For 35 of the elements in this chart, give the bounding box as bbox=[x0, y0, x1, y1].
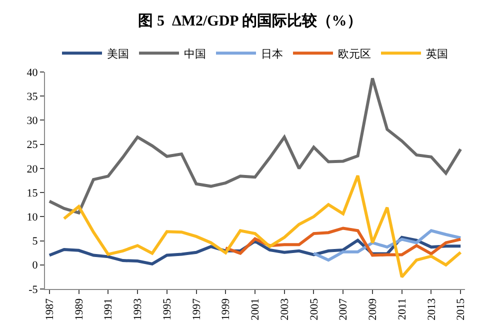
y-tick-label: 15 bbox=[26, 187, 38, 200]
line-series bbox=[312, 229, 462, 262]
chart-title: 图 5 ΔM2/GDP 的国际比较（%） bbox=[138, 12, 362, 30]
x-tick-label: 1997 bbox=[190, 298, 203, 320]
x-tick-label: 2001 bbox=[250, 298, 262, 320]
x-tick-label: 1995 bbox=[161, 298, 174, 320]
x-tick-label: 1999 bbox=[220, 298, 232, 320]
y-tick-label: 30 bbox=[26, 115, 38, 128]
x-tick-label: 1991 bbox=[102, 298, 115, 320]
x-tick-label: 1987 bbox=[44, 298, 56, 320]
x-tick-label: 1993 bbox=[132, 298, 144, 320]
x-tick-label: 2013 bbox=[426, 298, 438, 320]
x-tick-label: 2007 bbox=[338, 298, 350, 320]
x-tick-label: 1989 bbox=[73, 298, 86, 320]
x-tick-label: 2003 bbox=[278, 298, 291, 320]
y-tick-label: 5 bbox=[32, 236, 38, 248]
legend-label: 英国 bbox=[426, 47, 448, 60]
y-tick-label: -5 bbox=[28, 284, 38, 296]
legend-label: 欧元区 bbox=[338, 48, 371, 60]
y-tick-label: 40 bbox=[26, 66, 38, 79]
legend-label: 美国 bbox=[107, 47, 129, 60]
y-tick-label: 25 bbox=[26, 139, 38, 152]
x-tick-label: 2011 bbox=[396, 298, 408, 320]
x-tick-label: 2009 bbox=[367, 298, 380, 320]
line-series bbox=[62, 174, 462, 278]
legend-label: 日本 bbox=[261, 47, 283, 60]
x-tick-label: 2015 bbox=[455, 298, 468, 320]
y-tick-label: 0 bbox=[32, 260, 38, 272]
line-series bbox=[48, 76, 462, 214]
legend-label: 中国 bbox=[184, 47, 206, 60]
x-tick-label: 2005 bbox=[308, 298, 320, 320]
y-tick-label: 35 bbox=[26, 90, 38, 103]
y-tick-label: 10 bbox=[26, 212, 38, 224]
y-tick-label: 20 bbox=[26, 163, 38, 176]
line-series bbox=[224, 226, 462, 257]
